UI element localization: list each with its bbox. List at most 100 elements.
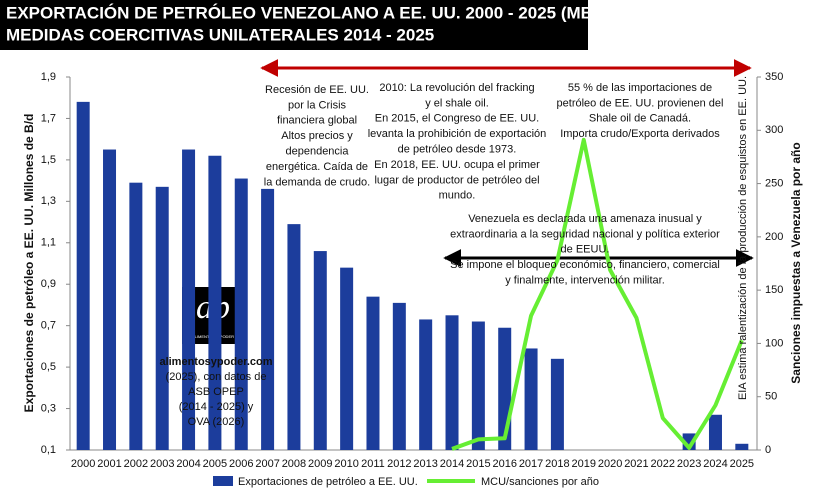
y-axis-label: Exportaciones de petróleo a EE. UU. Mill… — [22, 114, 36, 413]
bar — [155, 186, 169, 451]
annotation: la demanda de crudo. — [264, 176, 370, 188]
bar — [419, 319, 433, 450]
source: OVA (2026) — [188, 416, 245, 428]
y2-tick-label: 0 — [765, 444, 771, 456]
annotation: levanta la prohibición de exportación — [368, 128, 547, 140]
y2-tick-label: 200 — [765, 231, 783, 243]
bar — [524, 348, 538, 450]
annotation: En 2018, EE. UU. ocupa el primer — [374, 159, 540, 171]
annotation: Se impone el bloqueo económico, financie… — [450, 259, 720, 271]
bar — [129, 182, 143, 450]
legend-label: Exportaciones de petróleo a EE. UU. — [238, 476, 418, 488]
annotation: petróleo de EE. UU. provienen del — [557, 97, 724, 109]
y2-axis-label: Sanciones impuestas a Venezuela por año — [789, 142, 803, 383]
bar — [708, 414, 722, 450]
title-bg — [0, 0, 588, 50]
annotation: 55 % de las importaciones de — [568, 82, 712, 94]
y-tick-label: 1,5 — [41, 154, 56, 166]
x-tick-label: 2025 — [730, 458, 754, 470]
x-tick-label: 2010 — [334, 458, 358, 470]
x-tick-label: 2001 — [97, 458, 121, 470]
legend-label: MCU/sanciones por año — [481, 476, 599, 488]
x-tick-label: 2005 — [203, 458, 227, 470]
bar — [208, 155, 222, 450]
y-tick-label: 1,3 — [41, 195, 56, 207]
annotation: y el shale oil. — [425, 97, 489, 109]
x-tick-label: 2000 — [71, 458, 95, 470]
chart-title: EXPORTACIÓN DE PETRÓLEO VENEZOLANO A EE.… — [6, 3, 636, 22]
x-tick-label: 2002 — [124, 458, 148, 470]
annotation: de EEUU. — [561, 244, 610, 256]
x-tick-label: 2023 — [677, 458, 701, 470]
x-tick-label: 2022 — [651, 458, 675, 470]
y-tick-label: 0,5 — [41, 361, 56, 373]
annotation: extraordinaria a la seguridad nacional y… — [450, 228, 720, 240]
x-tick-label: 2012 — [387, 458, 411, 470]
annotation: lugar de productor de petróleo del — [374, 174, 539, 186]
y2-tick-label: 250 — [765, 177, 783, 189]
x-tick-label: 2007 — [255, 458, 279, 470]
annotation: de petróleo desde 1973. — [398, 144, 517, 156]
source: alimentosypoder.com — [159, 356, 272, 368]
x-tick-label: 2013 — [413, 458, 437, 470]
x-tick-label: 2014 — [440, 458, 464, 470]
annotation: financiera global — [277, 115, 357, 127]
bar — [366, 296, 380, 450]
x-tick-label: 2003 — [150, 458, 174, 470]
y-tick-label: 1,1 — [41, 237, 56, 249]
x-tick-label: 2011 — [361, 458, 385, 470]
y2-tick-label: 300 — [765, 124, 783, 136]
x-tick-label: 2006 — [229, 458, 253, 470]
x-tick-label: 2015 — [466, 458, 490, 470]
x-tick-label: 2018 — [545, 458, 569, 470]
x-tick-label: 2009 — [308, 458, 332, 470]
y-tick-label: 0,9 — [41, 278, 56, 290]
bar — [313, 251, 327, 450]
legend-swatch — [213, 476, 233, 486]
y2-tick-label: 100 — [765, 337, 783, 349]
line — [451, 137, 744, 451]
annotation: Shale oil de Canadá. — [589, 113, 691, 125]
chart-title: MEDIDAS COERCITIVAS UNILATERALES 2014 - … — [6, 25, 434, 44]
annotation: y finalmente, intervención militar. — [505, 275, 665, 287]
bar — [392, 302, 406, 450]
y2-tick-label: 150 — [765, 284, 783, 296]
annotation: Altos precios y — [281, 130, 353, 142]
annotation: Venezuela es declarada una amenaza inusu… — [468, 213, 702, 225]
y2-tick-label: 50 — [765, 391, 777, 403]
bar — [261, 188, 275, 450]
annotation: mundo. — [439, 190, 476, 202]
annotation: Recesión de EE. UU. — [265, 84, 369, 96]
bar — [550, 358, 564, 450]
y-tick-label: 0,1 — [41, 444, 56, 456]
y-tick-label: 0,3 — [41, 402, 56, 414]
bar — [234, 178, 248, 451]
x-tick-label: 2021 — [624, 458, 648, 470]
annotation: 2010: La revolución del fracking — [379, 82, 534, 94]
y2-tick-label: 350 — [765, 71, 783, 83]
y-tick-label: 1,7 — [41, 112, 56, 124]
bar — [445, 315, 459, 450]
bar — [340, 267, 354, 450]
x-tick-label: 2020 — [598, 458, 622, 470]
side-note: EIA estima ralentización de la producció… — [737, 76, 749, 400]
x-tick-label: 2019 — [572, 458, 596, 470]
annotation: dependencia — [285, 146, 349, 158]
bar — [103, 149, 117, 450]
x-tick-label: 2016 — [492, 458, 516, 470]
x-tick-label: 2004 — [176, 458, 200, 470]
x-tick-label: 2017 — [519, 458, 543, 470]
x-tick-label: 2024 — [703, 458, 727, 470]
annotation: En 2015, el Congreso de EE. UU. — [375, 113, 539, 125]
x-tick-label: 2008 — [282, 458, 306, 470]
annotation: energética. Caída de — [266, 161, 368, 173]
source: ASB OPEP — [188, 386, 244, 398]
y-tick-label: 1,9 — [41, 71, 56, 83]
annotation: Importa crudo/Exporta derivados — [560, 128, 720, 140]
bar — [735, 443, 749, 450]
annotation: por la Crisis — [288, 99, 347, 111]
source: (2025), con datos de — [166, 371, 267, 383]
bar — [182, 149, 196, 450]
bar — [471, 321, 485, 450]
